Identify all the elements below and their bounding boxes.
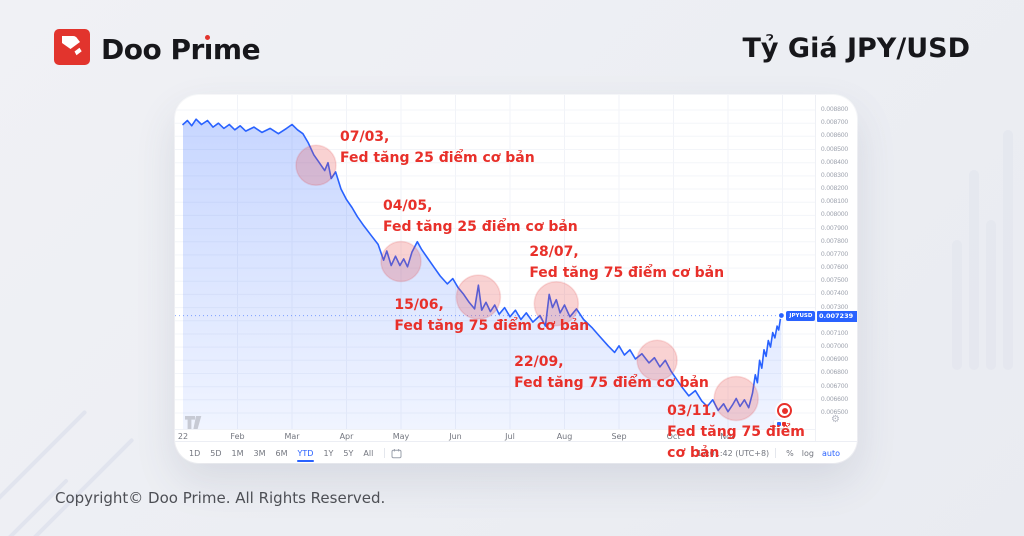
calendar-icon[interactable] [391, 448, 402, 459]
x-axis-label: Mar [284, 432, 300, 441]
range-selector: 1D 5D 1M 3M 6M YTD 1Y 5Y All [184, 447, 378, 462]
event-text: Fed tăng 75 điểm cơ bản [529, 264, 725, 281]
note-blue-dot [776, 422, 781, 426]
event-text: Fed tăng 75 điểm cơ bản [394, 318, 590, 335]
event-annotation: 07/03, Fed tăng 25 điểm cơ bản [340, 127, 535, 169]
event-text: Fed tăng 25 điểm cơ bản [383, 218, 578, 235]
y-axis-label: 0.006900 [821, 356, 849, 364]
alert-note-icon [774, 420, 789, 428]
clock-timestamp[interactable]: 17:01:42 (UTC+8) [696, 448, 770, 458]
event-date: 04/05, [383, 197, 433, 214]
y-axis-label: 0.008400 [821, 158, 849, 166]
event-annotation: 15/06, Fed tăng 75 điểm cơ bản [394, 295, 589, 337]
toolbar-divider [775, 448, 777, 458]
y-axis-label: 0.008000 [821, 211, 849, 219]
range-button[interactable]: 6M [275, 448, 288, 458]
event-text: Fed tăng 75 điểm cơ bản [667, 423, 805, 461]
y-axis-label: 0.007500 [821, 277, 849, 285]
event-text: Fed tăng 25 điểm cơ bản [339, 150, 535, 167]
last-price-label: 0.007239 [817, 310, 857, 322]
chart-card: JPYUSD ⚙ 0.008800 0.008700 0.008600 0.00850… [175, 95, 857, 463]
brand-i-dot: ı [203, 32, 214, 66]
toolbar-divider [384, 448, 386, 458]
tradingview-logo-icon[interactable] [184, 415, 206, 434]
y-axis-label: 0.007700 [821, 250, 849, 258]
event-annotation: 22/09, Fed tăng 75 điểm cơ bản [514, 352, 709, 394]
event-date: 22/09, [514, 354, 564, 371]
x-axis-label: 22 [177, 432, 189, 441]
y-axis-label: 0.007800 [821, 237, 849, 245]
y-axis-label: 0.006500 [821, 409, 849, 416]
event-text: Fed tăng 75 điểm cơ bản [514, 375, 709, 392]
y-axis-label: 0.007000 [821, 343, 849, 351]
event-date: 03/11, [667, 402, 717, 419]
x-axis-label: Feb [230, 432, 245, 441]
range-button[interactable]: 1M [231, 448, 244, 458]
y-axis-label: 0.007100 [821, 329, 849, 337]
range-button[interactable]: All [363, 448, 374, 458]
doo-prime-logo-icon [54, 29, 90, 69]
y-axis-label: 0.008600 [821, 132, 849, 140]
brand-logo: Doo Prıme [54, 29, 261, 69]
copyright-text: Copyright© Doo Prime. All Rights Reserve… [55, 489, 386, 507]
y-axis-label: 0.007400 [821, 290, 849, 298]
range-button[interactable]: 5Y [343, 448, 354, 458]
decor-bar [1003, 130, 1013, 370]
range-button[interactable]: 5D [210, 448, 222, 458]
range-button[interactable]: 1D [189, 448, 201, 458]
event-annotation: 03/11, Fed tăng 75 điểm cơ bản [667, 401, 817, 464]
y-axis-label: 0.008200 [821, 185, 849, 193]
y-axis-label: 0.008700 [821, 119, 849, 127]
y-axis-label: 0.007900 [821, 224, 849, 232]
y-axis-label: 0.006600 [821, 395, 849, 403]
symbol-price-pill: JPYUSD [786, 310, 816, 321]
y-axis-label: 0.008100 [821, 198, 849, 206]
brand-name: Doo Prıme [101, 32, 261, 66]
range-button[interactable]: 1Y [323, 448, 334, 458]
x-axis-label: Nov [720, 432, 736, 441]
decor-bar [952, 240, 962, 370]
note-red-dot [782, 422, 787, 426]
x-axis-label: May [392, 432, 410, 441]
decor-bar [969, 170, 979, 370]
gear-icon[interactable]: ⚙ [831, 414, 840, 425]
range-button[interactable]: YTD [293, 447, 319, 462]
range-button[interactable]: 3M [253, 448, 266, 458]
page-title: Tỷ Giá JPY/USD [742, 33, 970, 64]
price-chart-plot[interactable] [175, 95, 815, 433]
event-date: 28/07, [529, 243, 579, 260]
alert-ring-icon [777, 403, 792, 418]
time-axis[interactable]: 22 Feb Mar Apr May Jun Jul Aug Sep Oct Nov [175, 429, 815, 442]
x-axis-label: Oct [666, 432, 681, 441]
y-axis-label: 0.007300 [821, 303, 849, 311]
scale-button[interactable]: auto [821, 448, 840, 458]
y-axis-label: 0.008800 [821, 106, 849, 113]
x-axis-label: Sep [611, 432, 627, 441]
x-axis-label: Aug [556, 432, 573, 441]
scale-button[interactable]: % [786, 448, 794, 458]
event-annotation: 28/07, Fed tăng 75 điểm cơ bản [529, 242, 724, 284]
x-axis-label: Jun [449, 432, 462, 441]
y-axis-label: 0.006700 [821, 382, 849, 390]
x-axis-label: Jul [505, 432, 515, 441]
chart-toolbar: 1D 5D 1M 3M 6M YTD 1Y 5Y All 17:01:42 (UTC+8) % l… [175, 441, 857, 463]
event-date: 15/06, [394, 297, 444, 314]
price-axis[interactable]: ⚙ 0.008800 0.008700 0.008600 0.008500 0.0084… [815, 95, 857, 441]
y-axis-label: 0.006800 [821, 369, 849, 377]
y-axis-label: 0.008500 [821, 145, 849, 153]
alert-marker-icon[interactable] [774, 403, 792, 428]
scale-button[interactable]: log [801, 448, 814, 458]
x-axis-label: Apr [339, 432, 354, 441]
scale-selector: % log auto [782, 447, 844, 460]
decor-bar [986, 220, 996, 370]
y-axis-label: 0.007600 [821, 264, 849, 272]
event-annotation: 04/05, Fed tăng 25 điểm cơ bản [383, 196, 578, 238]
y-axis-label: 0.008300 [821, 171, 849, 179]
event-date: 07/03, [339, 129, 390, 146]
